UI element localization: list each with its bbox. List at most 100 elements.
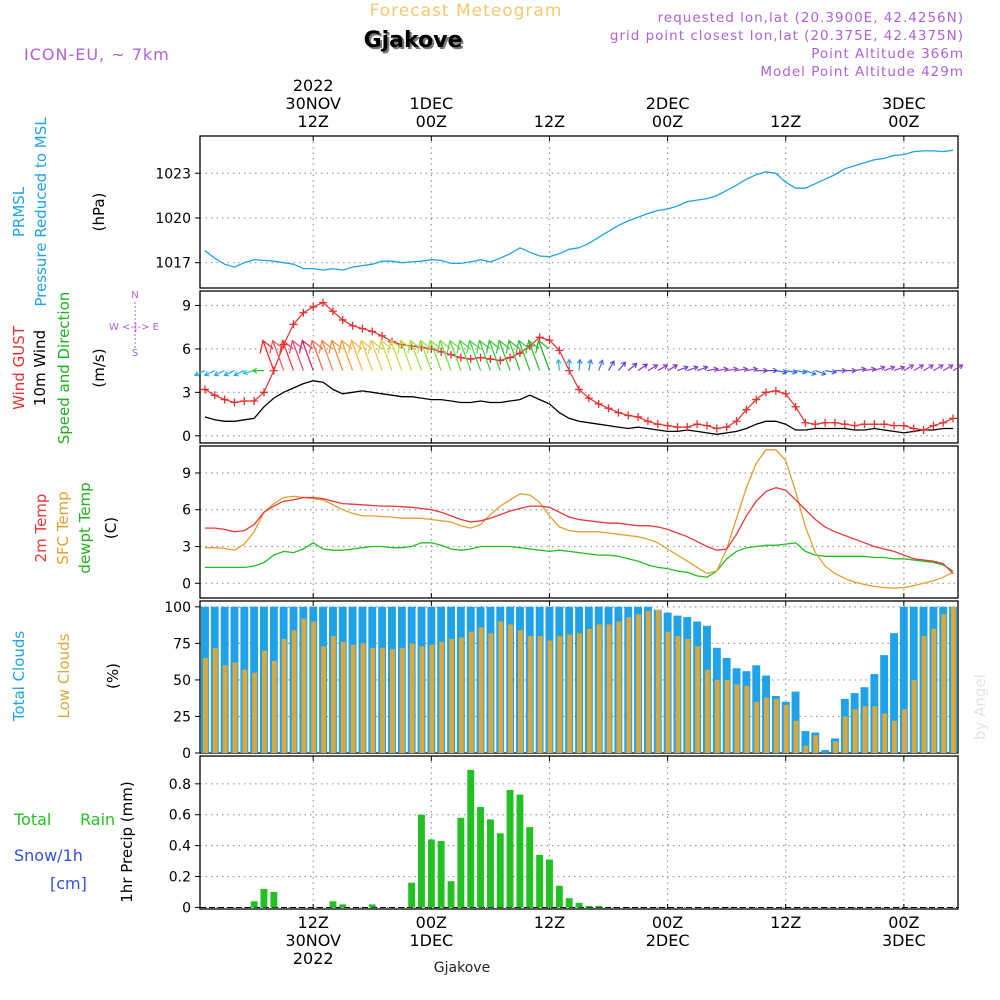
compass-north: N bbox=[131, 290, 138, 301]
precip-bar bbox=[477, 807, 484, 908]
gust-marker bbox=[584, 394, 593, 403]
low-cloud-bar bbox=[468, 631, 474, 753]
gust-marker bbox=[830, 418, 839, 427]
wind-arrow bbox=[844, 367, 857, 374]
wind-arrow bbox=[555, 358, 562, 371]
wind-arrow bbox=[667, 364, 679, 372]
low-cloud-bar bbox=[833, 741, 838, 753]
low-cloud-bar bbox=[852, 709, 858, 753]
low-cloud-bar bbox=[547, 640, 553, 753]
precip-bar bbox=[536, 854, 544, 908]
gust-marker bbox=[821, 418, 830, 427]
y-tick-label: 9 bbox=[182, 298, 191, 314]
precip-bar bbox=[260, 888, 268, 908]
y-tick-label: 0.4 bbox=[169, 839, 191, 855]
low-cloud-bar bbox=[734, 684, 740, 753]
gust-marker bbox=[319, 298, 328, 307]
precip-bar bbox=[418, 814, 425, 908]
wind-arrow bbox=[716, 366, 729, 373]
compass-west-east: W <-|-> E bbox=[109, 322, 159, 333]
gust-marker bbox=[801, 418, 810, 427]
gust-marker bbox=[545, 336, 554, 345]
gust-marker bbox=[250, 397, 259, 406]
gust-marker bbox=[634, 412, 643, 421]
precip-bar bbox=[250, 901, 258, 908]
low-cloud-bar bbox=[882, 713, 888, 753]
low-cloud-bar bbox=[419, 646, 425, 753]
gust-marker bbox=[328, 307, 337, 316]
temp-unit: (C) bbox=[102, 517, 120, 539]
low-cloud-bar bbox=[252, 672, 258, 753]
wind-unit: (m/s) bbox=[90, 348, 108, 387]
precip-bar bbox=[496, 833, 504, 908]
wind-arrow bbox=[834, 367, 848, 374]
low-cloud-bar bbox=[705, 669, 710, 753]
low-cloud-bar bbox=[931, 628, 937, 753]
wind-arrow bbox=[854, 366, 867, 373]
y-tick-label: 1020 bbox=[155, 211, 191, 227]
precip-bar bbox=[467, 769, 475, 908]
low-cloud-bar bbox=[616, 621, 622, 753]
wind-arrow bbox=[426, 339, 442, 371]
model-label: ICON-EU, ~ 7km bbox=[24, 45, 170, 64]
gust-marker bbox=[624, 411, 633, 420]
low-cloud-bar bbox=[724, 679, 730, 753]
gust-marker bbox=[269, 366, 278, 375]
y-tick-label: 100 bbox=[164, 600, 191, 616]
y-tick-label: 0 bbox=[182, 576, 191, 592]
wind-arrow bbox=[815, 370, 827, 376]
y-tick-label: 3 bbox=[182, 385, 191, 401]
low-cloud-bar bbox=[399, 647, 405, 753]
low-cloud-bar bbox=[508, 624, 513, 753]
low-cloud-bar bbox=[685, 639, 691, 753]
wind-arrow bbox=[387, 339, 403, 371]
gust-marker bbox=[850, 421, 859, 430]
wind-arrow bbox=[766, 367, 779, 374]
low-cloud-bar bbox=[872, 706, 878, 753]
gust-marker bbox=[358, 324, 367, 333]
gust-marker bbox=[683, 423, 692, 432]
wind-arrow bbox=[775, 369, 788, 375]
gust-marker bbox=[220, 395, 229, 404]
total-cloud-bar bbox=[821, 750, 830, 753]
low-cloud-bar bbox=[518, 630, 523, 753]
y-tick-label: 0 bbox=[182, 746, 191, 762]
low-cloud-bar bbox=[842, 716, 848, 753]
wind-arrow bbox=[357, 339, 373, 371]
low-cloud-bar bbox=[488, 633, 494, 753]
wind-arrow bbox=[213, 370, 225, 377]
footer-location: Gjakove bbox=[434, 960, 490, 976]
low-cloud-bar bbox=[222, 665, 228, 753]
low-cloud-bar bbox=[645, 611, 651, 753]
precip-bar bbox=[457, 817, 465, 908]
wind-arrow bbox=[706, 366, 719, 373]
gust-marker bbox=[309, 302, 318, 311]
wind-arrow bbox=[647, 364, 659, 372]
wind-arrow bbox=[952, 364, 964, 372]
gust-marker bbox=[466, 355, 475, 364]
compass-south: S bbox=[132, 348, 138, 359]
time-label-top: 1DEC bbox=[409, 94, 453, 113]
low-cloud-bar bbox=[478, 627, 484, 753]
wind-arrow bbox=[515, 339, 531, 371]
gust-marker bbox=[909, 424, 918, 433]
precip-bar bbox=[270, 892, 278, 908]
low-cloud-bar bbox=[242, 669, 248, 753]
wind-arrow bbox=[785, 369, 798, 375]
precip-bar bbox=[329, 901, 337, 908]
wind-direction-label: Speed and Direction bbox=[55, 292, 73, 445]
wind-arrow bbox=[233, 370, 245, 377]
y-tick-label: 9 bbox=[182, 466, 191, 482]
gust-marker bbox=[919, 425, 928, 434]
wind-arrow bbox=[289, 339, 304, 371]
precip-bar bbox=[408, 882, 416, 908]
dewpoint-line bbox=[204, 542, 954, 578]
pressure-label: Pressure Reduced to MSL bbox=[32, 117, 50, 307]
precip-bar bbox=[447, 881, 455, 908]
wind-arrow bbox=[279, 339, 295, 371]
time-label-bottom: 2DEC bbox=[646, 931, 690, 950]
time-label-top: 00Z bbox=[888, 112, 919, 131]
y-tick-label: 6 bbox=[182, 503, 191, 519]
wind-arrow bbox=[338, 339, 354, 371]
